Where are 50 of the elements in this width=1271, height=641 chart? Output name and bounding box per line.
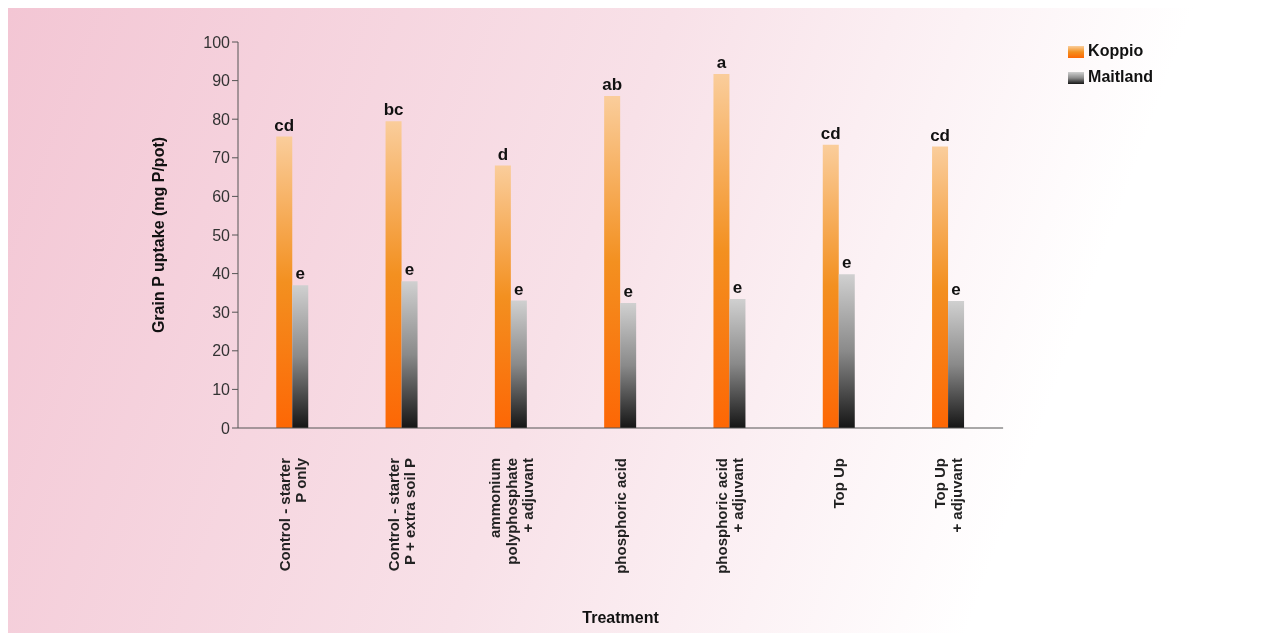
bar [510,300,527,428]
data-label: e [295,264,305,284]
data-label: a [716,53,727,73]
y-tick-label: 40 [212,265,231,283]
bar [494,165,511,428]
data-label: e [514,279,524,299]
bar [838,274,855,428]
bar [292,285,309,428]
x-tick-label: ammonium polyphosphate + adjuvant [486,458,536,565]
bar [948,301,965,428]
data-label: e [732,278,743,298]
data-label: cd [274,115,295,135]
x-tick-label: Top Up + adjuvant [931,458,965,533]
y-tick-label: 60 [212,188,231,206]
x-tick-label: phosphoric acid [611,458,629,574]
y-axis-title: Grain P uptake (mg P/pot) [149,136,167,334]
data-label: e [842,253,852,273]
y-tick-label: 80 [212,110,231,128]
legend-label: Koppio [1088,42,1144,59]
x-tick-label: Top Up [830,458,848,509]
data-label: cd [820,123,841,143]
x-tick-label: Control - starter P only [275,457,310,572]
bar [401,281,418,428]
bar [932,146,949,428]
bar [276,136,293,428]
y-tick-label: 20 [212,342,231,360]
bar [822,144,839,428]
data-label: e [404,260,415,280]
y-tick-label: 0 [221,419,231,437]
y-tick-label: 100 [203,33,231,51]
bar [620,302,637,428]
legend-label: Maitland [1088,68,1153,85]
x-tick-label: Control - starter P + extra soil P [384,457,419,572]
data-label: cd [930,125,950,145]
y-tick-label: 50 [212,226,231,244]
data-label: d [497,144,509,164]
data-label: ab [602,75,623,95]
data-label: e [951,280,961,300]
bar [604,96,621,428]
data-label: bc [383,100,404,120]
bar [713,74,730,428]
bar [385,121,402,428]
x-tick-label: phosphoric acid + adjuvant [712,458,747,574]
bar [729,299,746,428]
x-axis-title: Treatment [582,609,660,626]
y-tick-label: 90 [212,72,231,90]
y-tick-label: 30 [212,303,231,321]
data-label: e [623,281,633,301]
y-tick-label: 10 [212,381,231,399]
y-tick-label: 70 [212,149,231,167]
